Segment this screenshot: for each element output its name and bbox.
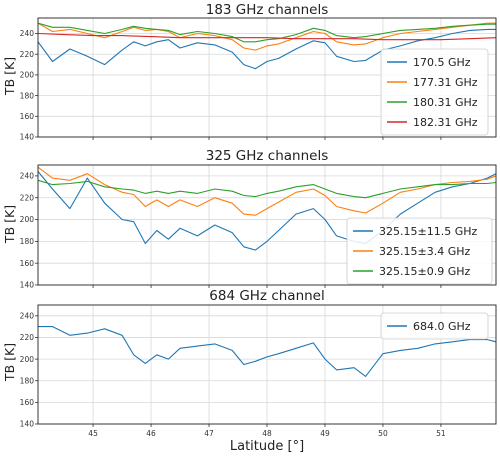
legend-box [380, 312, 489, 340]
series-line [37, 22, 496, 51]
plot-frame [37, 164, 497, 286]
y-axis-label: TB [K] [2, 343, 17, 382]
y-tick-label: 140 [20, 420, 35, 429]
legend-label: 325.15±0.9 GHz [379, 265, 470, 278]
x-tick-label: 45 [88, 429, 98, 438]
legend-box [346, 217, 493, 285]
x-tick-label: 47 [204, 429, 214, 438]
legend-label: 325.15±3.4 GHz [379, 245, 470, 258]
y-tick-label: 160 [20, 398, 35, 407]
y-tick-label: 220 [20, 193, 35, 202]
y-tick-label: 240 [20, 172, 35, 181]
panel-684ghz: 684 GHz channel TB [K] Latitude [°] 140 1… [2, 288, 497, 454]
y-tick-label: 200 [20, 71, 35, 80]
x-tick-label: 49 [320, 429, 330, 438]
y-tick-label: 160 [20, 112, 35, 121]
y-tick-label: 180 [20, 91, 35, 100]
legend-label: 180.31 GHz [413, 96, 478, 109]
panel-title: 325 GHz channels [206, 148, 329, 164]
x-tick-label: 51 [436, 429, 446, 438]
plot-frame [37, 304, 497, 425]
y-tick-label: 180 [20, 237, 35, 246]
x-axis-label: Latitude [°] [230, 439, 304, 454]
y-tick-label: 240 [20, 312, 35, 321]
x-tick-label: 46 [146, 429, 156, 438]
legend-label: 170.5 GHz [413, 56, 471, 69]
panel-title: 183 GHz channels [206, 2, 329, 18]
series-line [38, 326, 497, 377]
y-axis-label: TB [K] [2, 57, 17, 96]
y-tick-label: 220 [20, 333, 35, 342]
x-tick-label: 48 [262, 429, 272, 438]
panel-title: 684 GHz channel [209, 288, 324, 304]
x-tick-label: 50 [378, 429, 388, 438]
y-tick-label: 140 [20, 281, 35, 290]
series-line [37, 179, 497, 199]
y-tick-label: 240 [20, 29, 35, 38]
y-tick-label: 160 [20, 259, 35, 268]
plot-frame [37, 17, 497, 138]
y-tick-label: 200 [20, 215, 35, 224]
legend-label: 177.31 GHz [413, 76, 478, 89]
legend-label: 684.0 GHz [413, 320, 471, 333]
y-tick-label: 220 [20, 50, 35, 59]
y-tick-label: 200 [20, 355, 35, 364]
y-axis-label: TB [K] [2, 205, 17, 244]
series-line [37, 171, 497, 251]
y-tick-label: 140 [20, 133, 35, 142]
legend-label: 182.31 GHz [413, 116, 478, 129]
series-line [37, 28, 496, 70]
legend-label: 325.15±11.5 GHz [379, 225, 477, 238]
series-line [37, 32, 497, 41]
y-tick-label: 180 [20, 376, 35, 385]
series-line [37, 166, 497, 216]
panel-325ghz: 325 GHz channels TB [K] 140 160 180 200 220 2… [2, 148, 497, 290]
legend-box [380, 48, 489, 136]
series-line [37, 22, 496, 43]
panel-183ghz: 183 GHz channels TB [K] 140 160 180 200 220 2… [2, 2, 497, 142]
